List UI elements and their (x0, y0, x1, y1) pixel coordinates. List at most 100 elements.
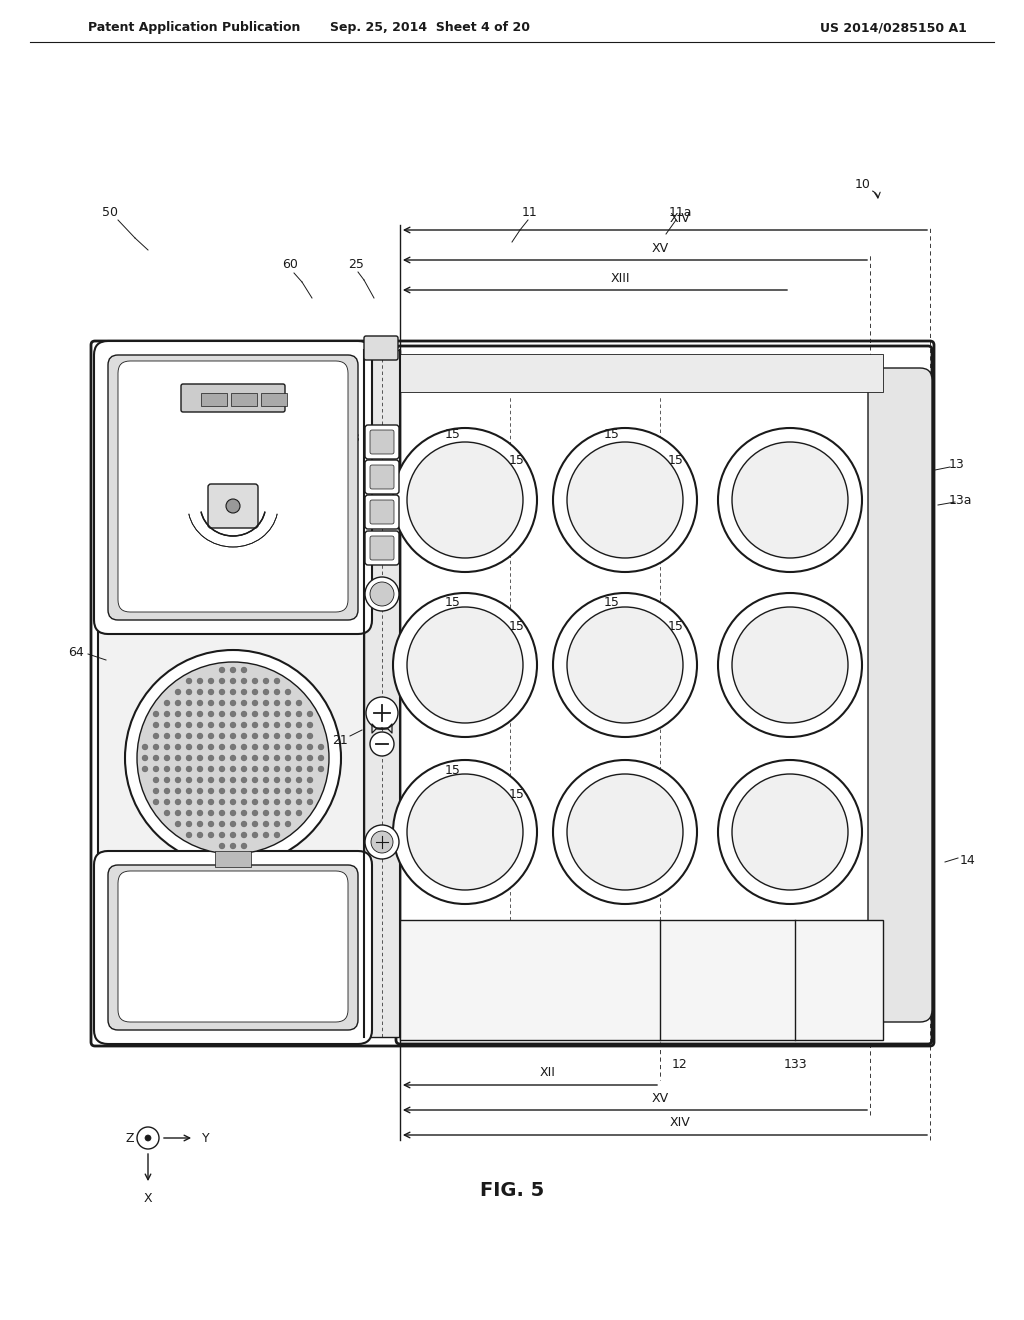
Text: 50: 50 (102, 206, 118, 219)
Circle shape (186, 788, 193, 795)
Circle shape (274, 799, 280, 805)
Circle shape (208, 766, 214, 772)
Circle shape (230, 766, 236, 772)
Text: 11a: 11a (669, 206, 692, 219)
Circle shape (241, 722, 247, 729)
Circle shape (252, 689, 258, 696)
Circle shape (145, 1135, 151, 1140)
Circle shape (230, 810, 236, 816)
Circle shape (274, 788, 280, 795)
Circle shape (365, 577, 399, 611)
Circle shape (164, 700, 170, 706)
Circle shape (208, 722, 214, 729)
Circle shape (164, 810, 170, 816)
Circle shape (553, 760, 697, 904)
FancyBboxPatch shape (91, 341, 934, 1045)
Circle shape (208, 678, 214, 684)
Circle shape (252, 755, 258, 762)
Circle shape (153, 799, 159, 805)
Circle shape (197, 678, 203, 684)
Text: 15: 15 (509, 454, 525, 466)
Circle shape (307, 733, 313, 739)
Circle shape (263, 755, 269, 762)
Text: 14: 14 (961, 854, 976, 866)
FancyBboxPatch shape (365, 459, 399, 494)
Circle shape (230, 722, 236, 729)
FancyBboxPatch shape (94, 341, 372, 634)
Circle shape (241, 766, 247, 772)
Bar (231, 393, 257, 407)
Circle shape (219, 733, 225, 739)
Circle shape (241, 689, 247, 696)
Text: 27: 27 (332, 869, 348, 882)
Circle shape (219, 667, 225, 673)
Circle shape (263, 722, 269, 729)
Circle shape (175, 755, 181, 762)
Circle shape (241, 788, 247, 795)
Bar (215, 851, 251, 867)
Circle shape (366, 697, 398, 729)
Circle shape (252, 777, 258, 783)
Circle shape (197, 777, 203, 783)
FancyBboxPatch shape (364, 337, 398, 360)
Circle shape (407, 774, 523, 890)
Circle shape (219, 843, 225, 849)
Circle shape (241, 678, 247, 684)
Circle shape (186, 722, 193, 729)
Circle shape (296, 700, 302, 706)
Circle shape (365, 825, 399, 859)
Circle shape (307, 788, 313, 795)
Circle shape (393, 593, 537, 737)
Circle shape (263, 788, 269, 795)
Circle shape (241, 832, 247, 838)
Circle shape (285, 788, 291, 795)
Circle shape (230, 667, 236, 673)
Circle shape (296, 788, 302, 795)
Circle shape (407, 607, 523, 723)
Circle shape (252, 821, 258, 828)
Circle shape (208, 810, 214, 816)
Circle shape (307, 799, 313, 805)
Text: 15: 15 (445, 763, 461, 776)
Circle shape (164, 755, 170, 762)
Circle shape (285, 744, 291, 750)
Text: 133: 133 (783, 1059, 807, 1072)
Circle shape (274, 733, 280, 739)
Circle shape (142, 755, 148, 762)
Circle shape (153, 755, 159, 762)
Circle shape (197, 711, 203, 717)
FancyBboxPatch shape (370, 465, 394, 488)
Circle shape (241, 821, 247, 828)
Circle shape (285, 766, 291, 772)
Circle shape (318, 755, 324, 762)
Circle shape (732, 774, 848, 890)
Circle shape (197, 700, 203, 706)
Circle shape (230, 689, 236, 696)
Circle shape (197, 832, 203, 838)
Text: XIII: XIII (610, 272, 630, 285)
Text: 23: 23 (344, 432, 359, 445)
FancyBboxPatch shape (118, 360, 348, 612)
Circle shape (252, 744, 258, 750)
Circle shape (219, 766, 225, 772)
Circle shape (393, 428, 537, 572)
Text: 15: 15 (604, 595, 620, 609)
Circle shape (252, 711, 258, 717)
Circle shape (274, 678, 280, 684)
Circle shape (263, 799, 269, 805)
Circle shape (230, 788, 236, 795)
Circle shape (153, 744, 159, 750)
Text: 15: 15 (604, 429, 620, 441)
Circle shape (274, 766, 280, 772)
Circle shape (263, 689, 269, 696)
Text: 15: 15 (509, 788, 525, 801)
Circle shape (296, 777, 302, 783)
Circle shape (186, 744, 193, 750)
Circle shape (153, 733, 159, 739)
Circle shape (370, 733, 394, 756)
Circle shape (718, 428, 862, 572)
Circle shape (241, 799, 247, 805)
Circle shape (208, 733, 214, 739)
Circle shape (274, 711, 280, 717)
Circle shape (208, 821, 214, 828)
